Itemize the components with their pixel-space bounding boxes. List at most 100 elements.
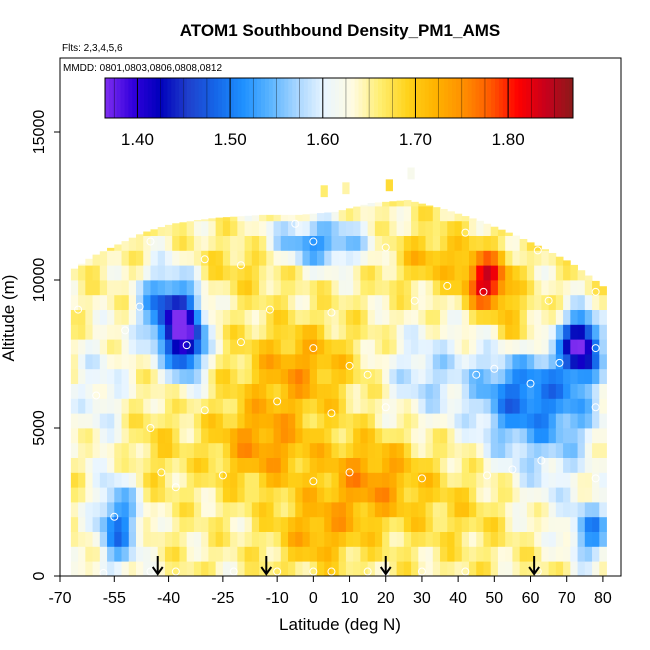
heat-cell <box>121 413 130 429</box>
heat-cell <box>230 220 238 236</box>
heat-cell <box>316 220 325 236</box>
heat-cell <box>193 428 202 444</box>
heat-cell <box>555 294 564 310</box>
heat-cell <box>403 472 412 488</box>
heat-cell <box>526 280 535 296</box>
colorbar-segment <box>331 78 336 118</box>
heat-cell <box>440 561 448 577</box>
heat-cell <box>331 472 340 488</box>
heat-cell <box>288 442 296 458</box>
heat-cell <box>172 383 180 399</box>
heat-cell <box>193 265 202 281</box>
x-tick-label: 70 <box>558 590 576 607</box>
heat-cell <box>136 457 144 473</box>
heat-cell <box>512 339 521 355</box>
heat-cell <box>367 220 376 236</box>
colorbar-segment <box>467 78 473 118</box>
heat-cell <box>490 354 499 370</box>
heat-cell <box>432 309 441 325</box>
heat-cell <box>121 280 130 296</box>
heat-cell <box>425 205 434 207</box>
heat-cell <box>577 428 586 444</box>
heat-cell <box>280 294 289 310</box>
heat-cell <box>85 531 93 547</box>
heat-cell <box>389 561 397 577</box>
heat-cell <box>490 324 499 340</box>
y-tick-label: 15000 <box>31 110 48 155</box>
heat-cell <box>121 354 130 370</box>
x-tick-label: -25 <box>211 590 234 607</box>
heat-cell <box>78 398 86 414</box>
colorbar-segment <box>389 78 395 118</box>
heat-cell <box>541 324 550 340</box>
heat-cell <box>309 383 318 399</box>
heat-cell <box>454 428 463 444</box>
heat-cell <box>563 324 571 340</box>
heat-cell <box>208 413 217 429</box>
heat-cell <box>584 339 593 355</box>
heat-cell <box>534 368 542 384</box>
heat-cell <box>208 502 217 518</box>
heat-cell <box>331 280 340 296</box>
sample-point <box>182 341 191 350</box>
heat-cell <box>70 268 79 281</box>
heat-cell <box>382 294 390 310</box>
heat-cell <box>222 354 231 370</box>
heat-cell <box>215 398 224 414</box>
heat-cell <box>360 546 369 562</box>
heat-cell <box>541 354 550 370</box>
heat-cell <box>534 280 542 296</box>
heat-cell <box>403 339 412 355</box>
heat-cell <box>360 339 369 355</box>
heat-cell <box>570 309 578 325</box>
heat-cell <box>526 242 535 251</box>
heat-cell <box>302 339 311 355</box>
heat-cell <box>114 487 122 503</box>
heat-cell <box>302 413 311 429</box>
heat-cell <box>280 428 289 444</box>
colorbar-segment <box>210 78 215 118</box>
heat-cell <box>461 442 470 458</box>
x-tick-label: 80 <box>594 590 612 607</box>
heat-cell <box>338 428 347 444</box>
heat-cell <box>461 220 470 236</box>
heat-cell <box>259 413 267 429</box>
heat-cell <box>179 413 188 429</box>
heat-cell <box>237 531 245 547</box>
heat-cell <box>193 294 202 310</box>
heat-cell <box>92 254 101 266</box>
heat-cell <box>288 531 296 547</box>
heat-cell <box>418 280 426 296</box>
heat-cell <box>403 250 412 266</box>
heat-cell <box>259 383 267 399</box>
heat-cell <box>432 502 441 518</box>
heat-cell <box>143 309 151 325</box>
heat-cell <box>251 215 260 222</box>
heat-cell <box>505 383 513 399</box>
heat-cell <box>288 398 296 414</box>
heat-cell <box>78 309 86 325</box>
heat-cell <box>468 250 477 266</box>
heat-cell <box>201 457 209 473</box>
heat-cell <box>99 294 108 310</box>
heat-cell <box>201 219 209 222</box>
heat-cell <box>215 531 224 547</box>
heat-cell <box>324 250 332 266</box>
heat-cell <box>136 368 144 384</box>
heat-cell <box>476 368 484 384</box>
heat-cell <box>193 546 202 562</box>
heat-cell <box>519 339 528 355</box>
heat-cell <box>374 428 383 444</box>
heat-cell <box>302 516 311 532</box>
heat-cell <box>367 203 376 207</box>
heat-cell <box>411 457 419 473</box>
heat-cell <box>208 250 217 266</box>
heat-cell <box>302 235 311 251</box>
heat-cell <box>244 472 253 488</box>
heat-cell <box>577 324 586 340</box>
heat-cell <box>222 561 231 577</box>
heat-cell <box>230 428 238 444</box>
heat-cell <box>136 339 144 355</box>
heat-cell <box>266 442 274 458</box>
heat-cell <box>288 516 296 532</box>
